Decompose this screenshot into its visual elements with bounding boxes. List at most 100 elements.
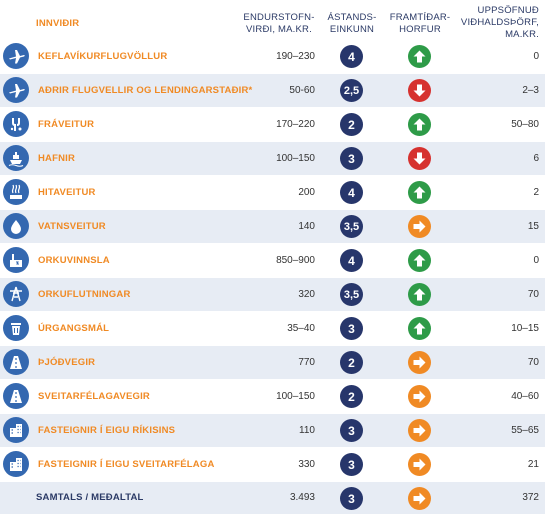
row-replacement-value: 850–900 [276, 255, 315, 266]
outlook-down-arrow-icon [408, 79, 431, 102]
total-replacement-value: 3.493 [289, 492, 315, 503]
table-row: KEFLAVÍKURFLUGVÖLLUR 190–230 4 0 [0, 40, 545, 74]
trash-bin-icon [3, 315, 29, 341]
row-grade-badge: 2 [340, 385, 363, 408]
table-row: ORKUVINNSLA 850–900 4 0 [0, 244, 545, 278]
power-plant-icon [3, 247, 29, 273]
outlook-up-arrow-icon [408, 45, 431, 68]
outlook-down-arrow-icon [408, 147, 431, 170]
row-grade-badge: 4 [340, 45, 363, 68]
header-backlog-line2: VIÐHALDSÞÖRF, [460, 17, 539, 28]
row-grade-badge: 2 [340, 351, 363, 374]
outlook-right-arrow-icon [408, 419, 431, 442]
row-grade-badge: 3 [340, 317, 363, 340]
total-label: SAMTALS / MEÐALTAL [36, 492, 144, 503]
header-backlog: UPPSÖFNUÐ VIÐHALDSÞÖRF, MA.KR. [455, 2, 539, 44]
row-replacement-value: 100–150 [276, 391, 315, 402]
transmission-tower-icon [3, 281, 29, 307]
row-replacement-value: 770 [298, 357, 315, 368]
header-replacement-value: ENDURSTOFN- VIRÐI, MA.KR. [238, 6, 320, 42]
row-backlog: 6 [533, 153, 539, 164]
table-row: HAFNIR 100–150 3 6 [0, 142, 545, 176]
header-grade: ÁSTANDS- EINKUNN [322, 6, 382, 42]
row-backlog: 15 [527, 221, 539, 232]
table-row: ÚRGANGSMÁL 35–40 3 10–15 [0, 312, 545, 346]
row-name: FASTEIGNIR Í EIGU RÍKISINS [38, 425, 176, 436]
sewage-icon [3, 111, 29, 137]
header-outlook: FRAMTÍÐAR- HORFUR [388, 6, 452, 42]
row-replacement-value: 50-60 [289, 85, 315, 96]
row-replacement-value: 170–220 [276, 119, 315, 130]
table-body: KEFLAVÍKURFLUGVÖLLUR 190–230 4 0 AÐRIR FLUGV… [0, 40, 545, 515]
table-row: AÐRIR FLUGVELLIR OG LENDINGARSTAÐIR* 50-6… [0, 74, 545, 108]
total-backlog: 372 [522, 492, 539, 503]
header-replacement-line1: ENDURSTOFN- [243, 12, 315, 23]
outlook-up-arrow-icon [408, 283, 431, 306]
row-grade-badge: 3,5 [340, 215, 363, 238]
airplane-icon [3, 77, 29, 103]
total-grade-badge: 3 [340, 487, 363, 510]
row-backlog: 0 [533, 255, 539, 266]
water-drop-icon [3, 213, 29, 239]
outlook-right-arrow-icon [408, 215, 431, 238]
row-backlog: 70 [527, 357, 539, 368]
outlook-right-arrow-icon [408, 487, 431, 510]
row-backlog: 40–60 [511, 391, 539, 402]
table-row: FRÁVEITUR 170–220 2 50–80 [0, 108, 545, 142]
row-name: ORKUVINNSLA [38, 255, 110, 266]
road-icon [3, 349, 29, 375]
outlook-right-arrow-icon [408, 453, 431, 476]
row-name: HAFNIR [38, 153, 76, 164]
buildings-icon [3, 451, 29, 477]
table-row: FASTEIGNIR Í EIGU SVEITARFÉLAGA 330 3 21 [0, 448, 545, 482]
ship-icon [3, 145, 29, 171]
row-name: FRÁVEITUR [38, 119, 95, 130]
outlook-up-arrow-icon [408, 317, 431, 340]
row-replacement-value: 140 [298, 221, 315, 232]
header-outlook-line1: FRAMTÍÐAR- [389, 12, 451, 23]
header-category-label: INNVIÐIR [36, 18, 80, 29]
header-category: INNVIÐIR [36, 6, 196, 42]
outlook-right-arrow-icon [408, 351, 431, 374]
row-backlog: 70 [527, 289, 539, 300]
row-name: VATNSVEITUR [38, 221, 106, 232]
row-backlog: 50–80 [511, 119, 539, 130]
row-backlog: 2 [533, 187, 539, 198]
row-backlog: 55–65 [511, 425, 539, 436]
row-replacement-value: 320 [298, 289, 315, 300]
row-name: KEFLAVÍKURFLUGVÖLLUR [38, 51, 168, 62]
row-backlog: 21 [527, 459, 539, 470]
row-grade-badge: 4 [340, 249, 363, 272]
total-row: SAMTALS / MEÐALTAL 3.493 3 372 [0, 482, 545, 515]
row-name: HITAVEITUR [38, 187, 96, 198]
header-grade-line1: ÁSTANDS- [327, 12, 377, 23]
row-grade-badge: 4 [340, 181, 363, 204]
table-row: ÞJÓÐVEGIR 770 2 70 [0, 346, 545, 380]
row-name: FASTEIGNIR Í EIGU SVEITARFÉLAGA [38, 459, 215, 470]
outlook-up-arrow-icon [408, 113, 431, 136]
outlook-up-arrow-icon [408, 249, 431, 272]
header-backlog-line1: UPPSÖFNUÐ [477, 5, 539, 16]
road-icon [3, 383, 29, 409]
row-replacement-value: 100–150 [276, 153, 315, 164]
row-grade-badge: 3 [340, 147, 363, 170]
row-backlog: 10–15 [511, 323, 539, 334]
table-row: FASTEIGNIR Í EIGU RÍKISINS 110 3 55–65 [0, 414, 545, 448]
table-row: SVEITARFÉLAGAVEGIR 100–150 2 40–60 [0, 380, 545, 414]
hot-water-icon [3, 179, 29, 205]
header-outlook-line2: HORFUR [399, 24, 441, 35]
header-replacement-line2: VIRÐI, MA.KR. [246, 24, 312, 35]
row-replacement-value: 190–230 [276, 51, 315, 62]
airplane-icon [3, 43, 29, 69]
header-backlog-line3: MA.KR. [505, 29, 539, 40]
row-name: ÚRGANGSMÁL [38, 323, 110, 334]
row-grade-badge: 3 [340, 453, 363, 476]
buildings-icon [3, 417, 29, 443]
table-row: ORKUFLUTNINGAR 320 3,5 70 [0, 278, 545, 312]
row-name: AÐRIR FLUGVELLIR OG LENDINGARSTAÐIR* [38, 85, 253, 96]
row-replacement-value: 110 [299, 425, 315, 436]
row-name: SVEITARFÉLAGAVEGIR [38, 391, 150, 402]
outlook-up-arrow-icon [408, 181, 431, 204]
outlook-right-arrow-icon [408, 385, 431, 408]
row-backlog: 2–3 [522, 85, 539, 96]
